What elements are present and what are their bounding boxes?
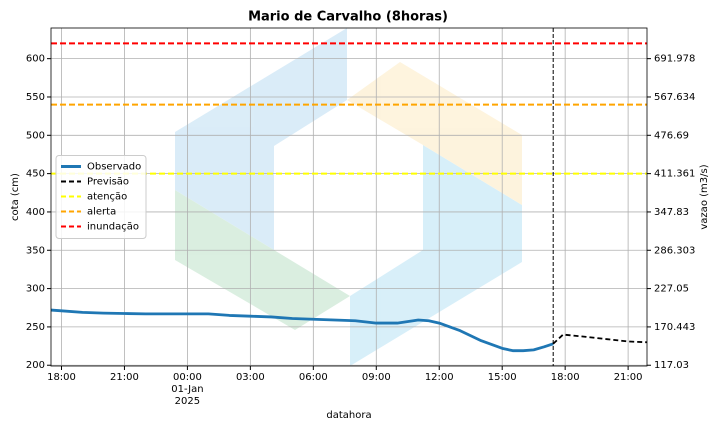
- x-tick-label: 21:00: [110, 372, 139, 383]
- series-line: [50, 308, 554, 353]
- x-tick-label: 03:00: [236, 372, 265, 383]
- x-tick-label: 18:00: [47, 372, 76, 383]
- x-tick-label: 09:00: [362, 372, 391, 383]
- y-tick-label: 550: [26, 92, 45, 103]
- x-tick-label: 12:00: [425, 372, 454, 383]
- y-tick-label: 400: [26, 207, 45, 218]
- x-tick-label: 21:00: [614, 372, 643, 383]
- y-tick-label: 600: [26, 54, 45, 65]
- x-tick-label: 06:00: [299, 372, 328, 383]
- legend-label: Observado: [87, 162, 141, 173]
- legend-box: [55, 155, 147, 239]
- y-tick-label: 500: [26, 130, 45, 141]
- y2-tick-label: 227.05: [654, 284, 689, 295]
- y2-tick-label: 117.03: [654, 360, 689, 371]
- chart-title: Mario de Carvalho (8horas): [248, 10, 448, 25]
- watermark-logo: [175, 28, 522, 366]
- x-tick-label: 18:00: [551, 372, 580, 383]
- y2-tick-label: 286.303: [654, 245, 695, 256]
- y2-tick-label: 411.361: [654, 169, 695, 180]
- y2-tick-label: 567.634: [654, 92, 695, 103]
- y2-tick-label: 476.69: [654, 130, 689, 141]
- x-tick-label: 00:00 01-Jan 2025: [171, 372, 203, 407]
- y-tick-label: 300: [26, 284, 45, 295]
- legend-label: atenção: [87, 192, 127, 203]
- legend-label: Previsão: [87, 177, 129, 188]
- plot-frame: [50, 27, 648, 367]
- y-tick-label: 350: [26, 245, 45, 256]
- y-tick-label: 450: [26, 169, 45, 180]
- y2-tick-label: 691.978: [654, 54, 695, 65]
- y2-tick-label: 170.443: [654, 322, 695, 333]
- y2-tick-label: 347.83: [654, 207, 689, 218]
- y-tick-label: 200: [26, 360, 45, 371]
- series-line: [552, 333, 648, 345]
- x-tick-label: 15:00: [488, 372, 517, 383]
- y2-axis-label: vazao (m3/s): [699, 164, 710, 229]
- y-axis-label: cota (cm): [10, 173, 21, 221]
- legend-label: inundação: [87, 222, 139, 233]
- y-tick-label: 250: [26, 322, 45, 333]
- x-axis-label: datahora: [326, 410, 371, 421]
- legend-label: alerta: [87, 207, 116, 218]
